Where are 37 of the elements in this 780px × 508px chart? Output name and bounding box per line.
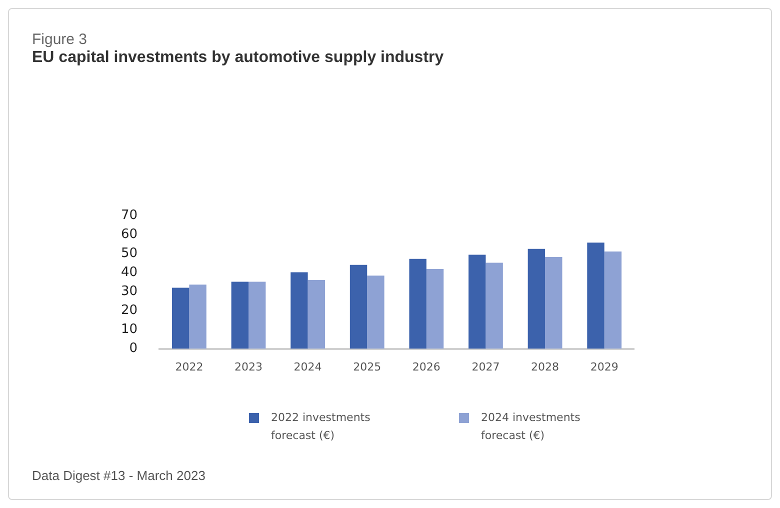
y-tick-label: 20: [120, 303, 138, 318]
bar: [545, 257, 562, 349]
x-tick-label: 2022: [175, 360, 204, 374]
x-tick-label: 2029: [590, 360, 618, 374]
text: Data Digest #13 - March 2023: [32, 468, 206, 483]
bar: [231, 282, 249, 349]
y-tick-label: 70: [120, 208, 138, 224]
bar: [172, 288, 190, 349]
caption: Figure 3: [32, 31, 88, 48]
x-tick-label: 2023: [234, 360, 263, 374]
bar: [290, 272, 308, 349]
bar: [604, 252, 622, 349]
legend-label: 2022 investments forecast (€): [271, 410, 372, 444]
legend-label: 2024 investments forecast (€): [481, 410, 582, 444]
x-tick-label: 2024: [294, 360, 322, 374]
bar: [409, 258, 426, 349]
x-tick-label: 2027: [472, 360, 500, 374]
y-tick-label: 40: [120, 265, 138, 280]
y-tick-label: 50: [120, 246, 138, 262]
x-tick-label: 2025: [353, 360, 382, 374]
x-tick-label: 2026: [412, 360, 440, 374]
bar: [468, 254, 486, 349]
y-tick-label: 30: [120, 284, 138, 300]
bar: [350, 264, 368, 349]
bar: [248, 282, 266, 349]
bar: [189, 284, 206, 349]
chart-title: EU capital investments by automotive supply industry: [32, 49, 444, 67]
x-tick-label: 2028: [531, 360, 560, 374]
y-tick-label: 60: [120, 227, 138, 242]
bar: [587, 242, 604, 349]
y-tick-label: 10: [120, 322, 138, 338]
bar: [308, 280, 326, 349]
bar: [486, 262, 503, 349]
bar: [528, 248, 546, 349]
bar: [426, 269, 444, 349]
bar: [367, 276, 384, 349]
y-tick-label: 0: [129, 341, 138, 356]
